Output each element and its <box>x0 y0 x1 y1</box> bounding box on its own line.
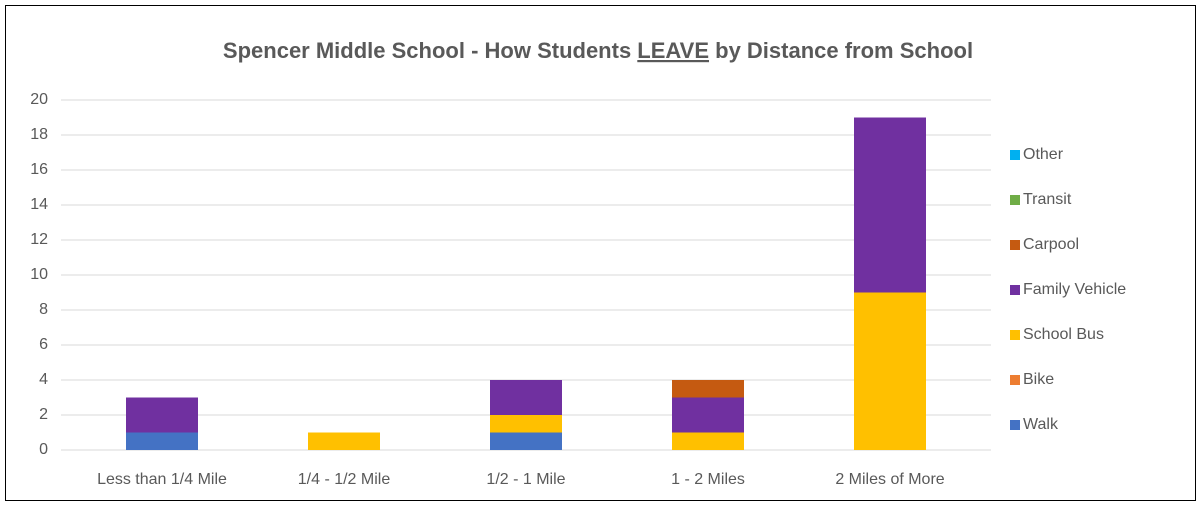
bar-segment <box>308 432 380 450</box>
y-tick-label: 14 <box>30 196 48 213</box>
legend-swatch <box>1010 195 1020 205</box>
bar-segment <box>490 432 562 450</box>
legend-label: Transit <box>1023 191 1072 208</box>
chart-title: Spencer Middle School - How Students LEA… <box>223 38 973 63</box>
legend-label: Carpool <box>1023 236 1079 253</box>
legend-label: Other <box>1023 146 1064 163</box>
y-tick-label: 4 <box>39 371 48 388</box>
legend-label: Bike <box>1023 371 1054 388</box>
x-tick-label: 2 Miles of More <box>835 471 944 488</box>
bar-segment <box>672 432 744 450</box>
bar-segment <box>490 415 562 433</box>
y-tick-label: 8 <box>39 301 48 318</box>
chart-border <box>5 5 1196 501</box>
y-tick-label: 10 <box>30 266 48 283</box>
y-tick-label: 20 <box>30 91 48 108</box>
bar-segment <box>854 117 926 293</box>
legend-label: School Bus <box>1023 326 1104 343</box>
x-tick-label: Less than 1/4 Mile <box>97 471 227 488</box>
bar-segment <box>126 432 198 450</box>
legend-swatch <box>1010 285 1020 295</box>
title-part: Spencer Middle School - How Students <box>223 38 637 63</box>
y-tick-label: 18 <box>30 126 48 143</box>
legend-swatch <box>1010 420 1020 430</box>
legend-swatch <box>1010 150 1020 160</box>
bar-segment <box>672 397 744 433</box>
title-part: LEAVE <box>637 38 709 63</box>
x-tick-label: 1/4 - 1/2 Mile <box>298 471 391 488</box>
x-tick-label: 1 - 2 Miles <box>671 471 745 488</box>
x-tick-label: 1/2 - 1 Mile <box>486 471 565 488</box>
legend-label: Walk <box>1023 416 1059 433</box>
y-tick-label: 6 <box>39 336 48 353</box>
y-tick-label: 12 <box>30 231 48 248</box>
legend-swatch <box>1010 375 1020 385</box>
bar-segment <box>672 380 744 398</box>
bar-segment <box>126 397 198 433</box>
y-tick-label: 0 <box>39 441 48 458</box>
legend-swatch <box>1010 330 1020 340</box>
title-part: by Distance from School <box>709 38 973 63</box>
legend-swatch <box>1010 240 1020 250</box>
bar-segment <box>854 292 926 450</box>
legend-label: Family Vehicle <box>1023 281 1126 298</box>
bar-segment <box>490 380 562 415</box>
y-tick-label: 16 <box>30 161 48 178</box>
y-tick-label: 2 <box>39 406 48 423</box>
